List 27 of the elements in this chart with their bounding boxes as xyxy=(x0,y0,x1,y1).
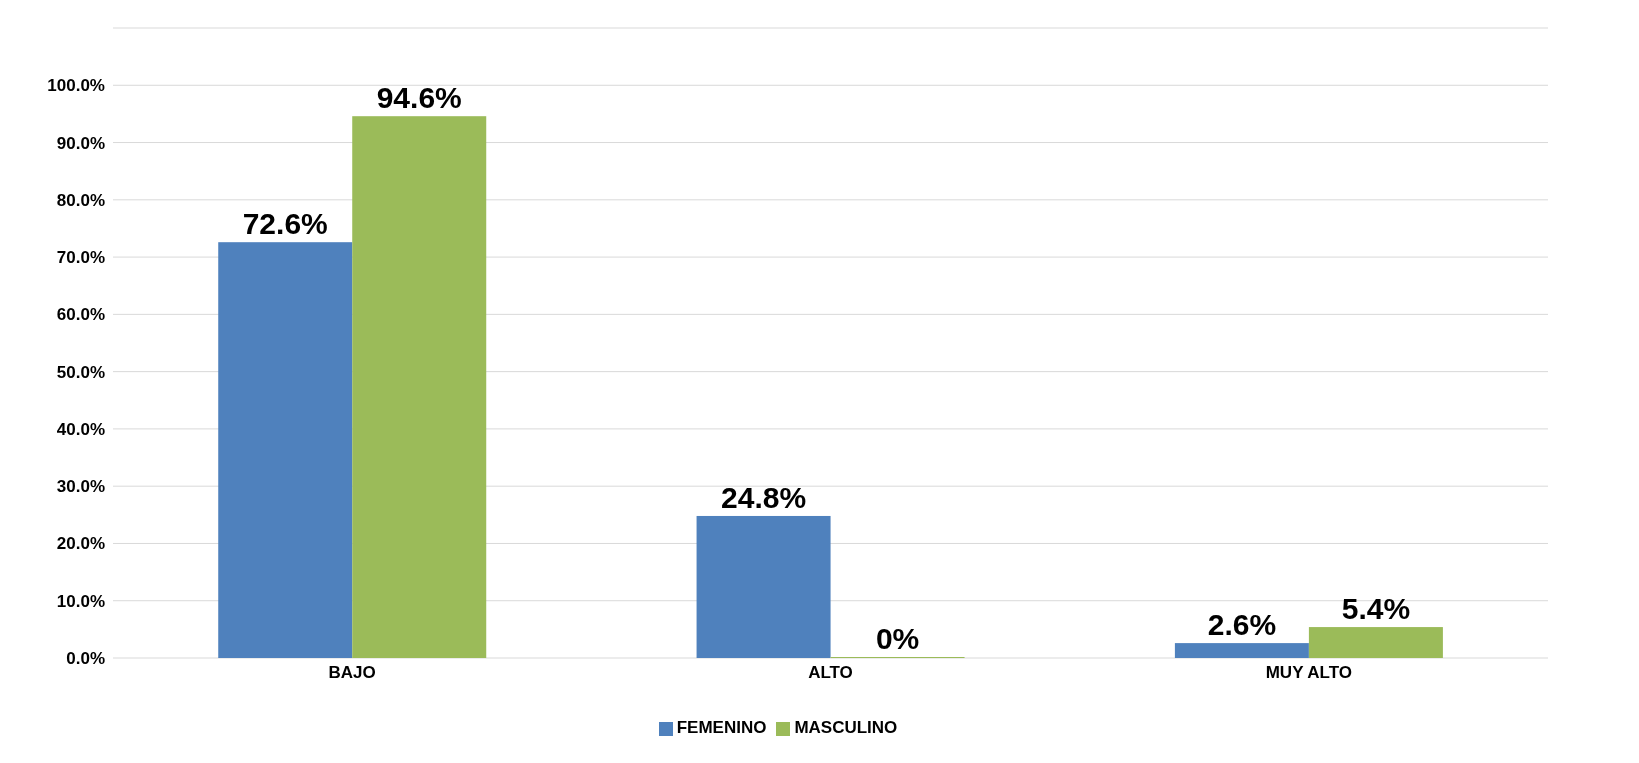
x-tick-label: MUY ALTO xyxy=(1265,663,1352,683)
y-tick-label: 30.0% xyxy=(56,477,105,497)
y-tick-label: 10.0% xyxy=(56,591,105,611)
bar xyxy=(696,515,831,658)
bar xyxy=(1308,627,1443,658)
data-label: 72.6% xyxy=(242,207,328,241)
x-tick-label: ALTO xyxy=(808,663,853,683)
y-tick-label: 0.0% xyxy=(66,649,105,669)
legend-label: FEMENINO xyxy=(676,718,767,737)
x-tick-label: BAJO xyxy=(328,663,376,683)
y-tick-label: 70.0% xyxy=(56,248,105,268)
data-label: 94.6% xyxy=(376,81,462,115)
data-label: 0% xyxy=(875,622,920,655)
legend-label: MASCULINO xyxy=(794,718,898,737)
bar xyxy=(1174,643,1309,658)
bar xyxy=(352,116,487,658)
y-tick-label: 100.0% xyxy=(47,76,105,96)
y-tick-label: 20.0% xyxy=(56,534,105,554)
y-tick-label: 90.0% xyxy=(56,133,105,153)
bar xyxy=(218,242,353,658)
data-label: 5.4% xyxy=(1341,592,1411,626)
y-tick-label: 60.0% xyxy=(56,305,105,325)
data-label: 24.8% xyxy=(721,480,807,514)
y-tick-label: 80.0% xyxy=(56,190,105,210)
data-label: 2.6% xyxy=(1207,608,1277,642)
y-tick-label: 40.0% xyxy=(56,419,105,439)
y-tick-label: 50.0% xyxy=(56,362,105,382)
